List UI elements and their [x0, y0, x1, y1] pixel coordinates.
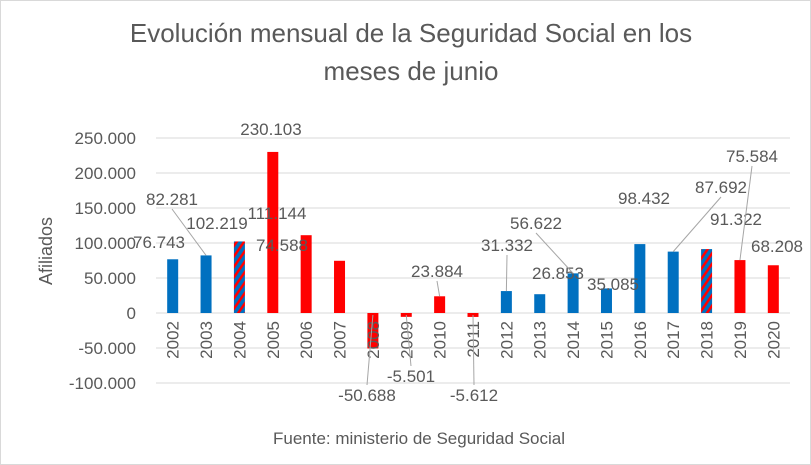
bar-2019	[734, 260, 746, 313]
y-tick-label: 200.000	[75, 164, 136, 183]
bar-2015	[600, 288, 612, 313]
data-label: 56.622	[510, 214, 562, 233]
x-tick-label: 2012	[497, 321, 516, 359]
y-tick-label: -50.000	[78, 339, 136, 358]
data-label: -50.688	[338, 386, 396, 405]
x-tick-label: 2008	[364, 321, 383, 359]
y-axis-label: Afiliados	[36, 217, 56, 285]
bar-2011	[467, 313, 479, 317]
data-label: 35.085	[587, 275, 639, 294]
y-tick-label: 250.000	[75, 129, 136, 148]
leader-line	[739, 165, 753, 261]
data-label: 98.432	[618, 189, 670, 208]
y-tick-label: -100.000	[69, 374, 136, 393]
data-label: 68.208	[751, 237, 803, 256]
x-tick-label: 2006	[297, 321, 316, 359]
data-label: -5.501	[387, 367, 435, 386]
leader-line	[366, 314, 374, 386]
bar-2018	[701, 249, 713, 313]
data-label: 23.884	[411, 262, 463, 281]
leader-line	[505, 254, 508, 292]
data-label: -5.612	[450, 386, 498, 405]
y-tick-label: 150.000	[75, 199, 136, 218]
bar-2002	[167, 259, 179, 313]
bar-2005	[267, 151, 279, 313]
bar-2012	[500, 291, 512, 313]
x-tick-label: 2019	[731, 321, 750, 359]
data-label: 230.103	[240, 120, 301, 139]
x-tick-label: 2010	[431, 321, 450, 359]
data-label: 31.332	[481, 236, 533, 255]
bar-2013	[534, 294, 546, 313]
data-label: 87.692	[695, 178, 747, 197]
data-label: 26.853	[532, 264, 584, 283]
bar-2017	[667, 251, 679, 313]
x-tick-label: 2016	[631, 321, 650, 359]
data-label: 91.322	[710, 210, 762, 229]
data-label: 74.588	[256, 236, 308, 255]
leader-line	[672, 196, 722, 252]
x-tick-label: 2020	[764, 321, 783, 359]
source-note: Fuente: ministerio de Seguridad Social	[273, 429, 565, 448]
x-tick-label: 2007	[331, 321, 350, 359]
data-label: 76.743	[133, 233, 185, 252]
bar-2003	[200, 255, 212, 313]
bar-2008	[367, 313, 379, 349]
y-tick-label: 100.000	[75, 234, 136, 253]
x-tick-label: 2013	[531, 321, 550, 359]
leader-line	[535, 232, 574, 274]
y-tick-label: 50.000	[84, 269, 136, 288]
x-tick-label: 2005	[264, 321, 283, 359]
leader-line	[436, 280, 441, 297]
bar-2010	[434, 296, 446, 313]
chart-title-line-2: meses de junio	[324, 56, 499, 86]
leader-line	[472, 314, 475, 386]
data-label: 82.281	[146, 190, 198, 209]
data-label: 111.144	[248, 204, 307, 223]
leader-line	[171, 208, 207, 256]
x-tick-label: 2004	[230, 321, 249, 359]
bar-2016	[634, 244, 646, 313]
data-label: 75.584	[726, 147, 778, 166]
bar-2020	[767, 265, 779, 313]
x-tick-label: 2009	[397, 321, 416, 359]
y-tick-label: 0	[127, 304, 136, 323]
bar-2014	[567, 273, 579, 313]
x-tick-label: 2018	[698, 321, 717, 359]
x-tick-label: 2015	[597, 321, 616, 359]
chart-title-line-1: Evolución mensual de la Seguridad Social…	[130, 18, 692, 48]
x-tick-label: 2003	[197, 321, 216, 359]
bar-2009	[400, 313, 412, 317]
bar-2007	[334, 260, 346, 313]
x-tick-label: 2014	[564, 321, 583, 359]
x-tick-label: 2002	[164, 321, 183, 359]
leader-line	[405, 314, 412, 367]
x-tick-label: 2017	[664, 321, 683, 359]
bar-2004	[233, 241, 245, 313]
data-label: 102.219	[186, 214, 247, 233]
bar-2006	[300, 235, 312, 313]
